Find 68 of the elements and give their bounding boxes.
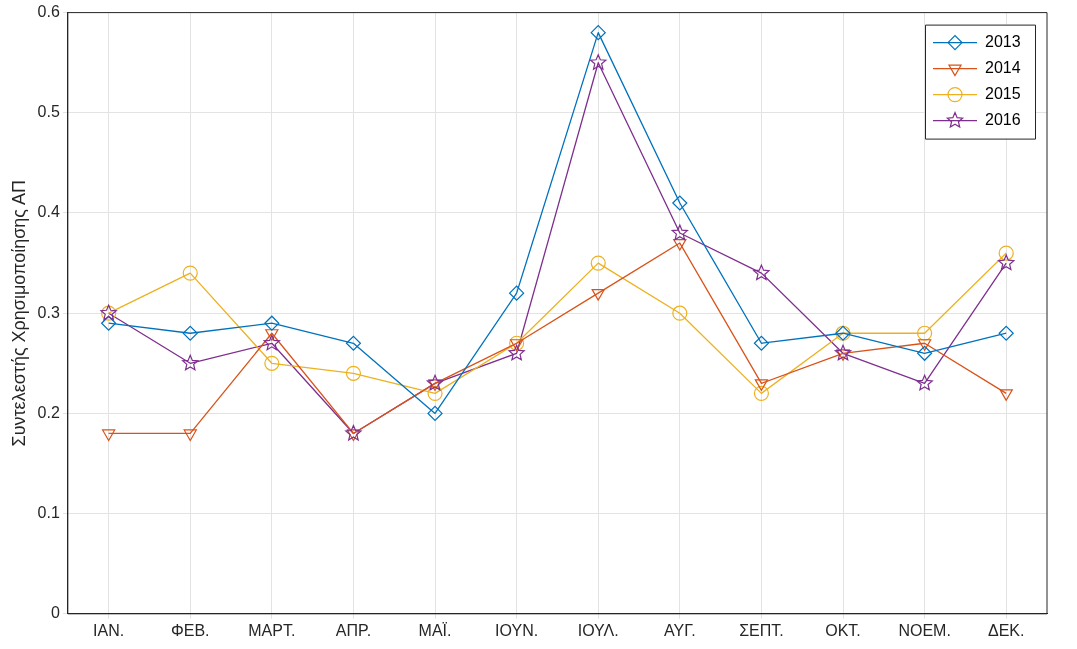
x-tick-label: ΙΑΝ. <box>93 621 125 639</box>
point <box>427 385 443 401</box>
y-tick-label: 0.1 <box>37 504 60 522</box>
point <box>753 335 770 351</box>
point <box>182 325 198 341</box>
point <box>590 25 606 41</box>
point <box>182 265 198 281</box>
point <box>182 354 199 371</box>
y-tick-label: 0.6 <box>37 3 60 21</box>
legend-label: 2015 <box>985 85 1021 103</box>
x-tick-label: ΝΟΕΜ. <box>898 621 951 639</box>
y-tick-label: 0.5 <box>37 103 60 121</box>
point <box>836 349 850 361</box>
point <box>426 374 444 391</box>
point <box>916 374 933 391</box>
point <box>263 334 281 351</box>
point <box>753 385 770 401</box>
point <box>672 305 688 321</box>
point <box>917 325 933 341</box>
point <box>427 405 443 421</box>
y-tick-label: 0 <box>50 604 60 622</box>
x-tick-label: ΙΟΥΛ. <box>577 621 619 639</box>
point <box>508 344 525 361</box>
x-tick-label: ΑΥΓ. <box>663 621 696 639</box>
point <box>101 429 116 442</box>
point <box>265 329 279 341</box>
point <box>917 339 932 351</box>
point <box>673 238 687 251</box>
x-tick-label: ΦΕΒ. <box>170 621 210 639</box>
point <box>998 245 1014 261</box>
point <box>264 355 280 371</box>
point <box>345 424 362 441</box>
point <box>183 429 197 442</box>
y-tick-label: 0.3 <box>37 303 60 321</box>
x-tick-label: ΟΚΤ. <box>825 621 861 639</box>
point <box>590 255 606 271</box>
point <box>672 195 688 211</box>
legend-label: 2013 <box>985 33 1021 51</box>
point <box>509 339 524 351</box>
point <box>509 285 525 301</box>
point <box>998 325 1014 341</box>
point <box>997 254 1015 271</box>
point <box>101 315 117 331</box>
point <box>345 335 362 351</box>
point <box>999 389 1013 401</box>
point <box>834 344 852 361</box>
x-tick-label: ΙΟΥΝ. <box>495 621 539 639</box>
x-tick-label: ΜΑΪ. <box>418 621 452 639</box>
x-tick-label: ΜΑΡΤ. <box>248 621 296 639</box>
point <box>591 289 605 301</box>
point <box>590 54 607 70</box>
y-axis-title: Συντελεστής Χρησιμοποίησης ΑΠ <box>8 179 29 447</box>
legend-label: 2016 <box>985 111 1021 129</box>
legend-label: 2014 <box>985 59 1021 77</box>
point <box>346 429 361 442</box>
point <box>754 379 769 391</box>
point <box>264 315 280 331</box>
x-tick-label: ΔΕΚ. <box>987 621 1025 639</box>
point <box>917 345 933 361</box>
point <box>753 264 770 281</box>
y-tick-label: 0.4 <box>37 203 60 221</box>
point <box>345 365 362 381</box>
x-tick-label: ΑΠΡ. <box>335 621 372 639</box>
y-tick-label: 0.2 <box>37 403 60 421</box>
point <box>428 379 442 391</box>
point <box>509 335 525 351</box>
x-tick-label: ΣΕΠΤ. <box>739 621 784 639</box>
point <box>671 224 689 241</box>
